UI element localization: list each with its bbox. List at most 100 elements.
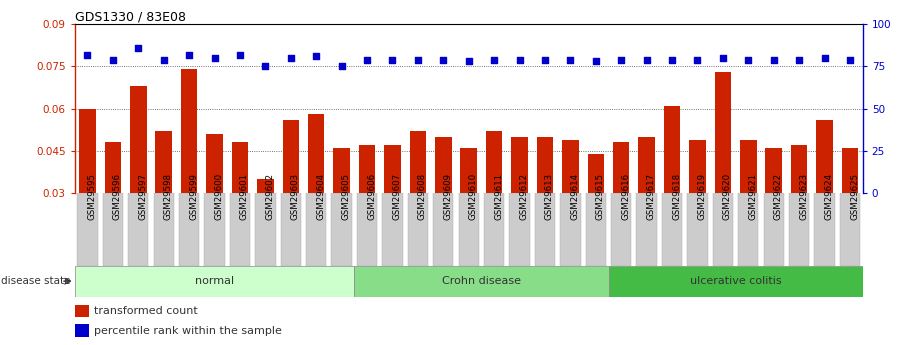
Bar [816, 120, 833, 193]
Bar [763, 193, 783, 266]
Point [80, 52, 95, 57]
Bar [79, 109, 96, 193]
Point [258, 63, 272, 69]
Text: GDS1330 / 83E08: GDS1330 / 83E08 [75, 10, 186, 23]
Point [537, 57, 552, 62]
Text: GSM29620: GSM29620 [723, 173, 732, 220]
Bar [408, 193, 428, 266]
Bar [789, 193, 809, 266]
Bar [791, 145, 807, 193]
Bar [690, 140, 706, 193]
Bar [609, 266, 863, 297]
Point [157, 57, 171, 62]
Text: GSM29599: GSM29599 [189, 174, 198, 220]
Bar [433, 193, 454, 266]
Text: GSM29596: GSM29596 [113, 173, 122, 220]
Text: normal: normal [195, 276, 234, 286]
Bar [765, 148, 782, 193]
Bar [383, 193, 403, 266]
Text: GSM29595: GSM29595 [87, 173, 97, 220]
Bar [509, 193, 529, 266]
Text: GSM29602: GSM29602 [265, 173, 274, 220]
Point [691, 57, 705, 62]
Bar [435, 137, 452, 193]
Bar [410, 131, 426, 193]
Bar [308, 114, 324, 193]
Bar [814, 193, 834, 266]
Text: GSM29601: GSM29601 [240, 173, 249, 220]
Text: GSM29616: GSM29616 [621, 173, 630, 220]
Point [817, 55, 832, 61]
Point [283, 55, 298, 61]
Bar [156, 131, 172, 193]
Bar [486, 131, 502, 193]
Bar [842, 148, 858, 193]
Bar [357, 193, 377, 266]
Bar [687, 193, 708, 266]
Bar [840, 193, 860, 266]
Point [512, 57, 527, 62]
Bar [153, 193, 174, 266]
Text: GSM29613: GSM29613 [545, 173, 554, 220]
Point [486, 57, 501, 62]
Point [207, 55, 221, 61]
Point [334, 63, 349, 69]
Bar [204, 193, 225, 266]
Text: GSM29619: GSM29619 [698, 173, 707, 220]
Text: GSM29597: GSM29597 [138, 173, 148, 220]
Text: GSM29608: GSM29608 [418, 173, 427, 220]
Bar [282, 120, 299, 193]
Bar [179, 193, 200, 266]
Bar [484, 193, 505, 266]
Text: GSM29600: GSM29600 [214, 173, 223, 220]
Text: disease state: disease state [1, 276, 70, 286]
Bar [75, 305, 89, 317]
Text: GSM29610: GSM29610 [468, 173, 477, 220]
Bar [206, 134, 223, 193]
Text: GSM29623: GSM29623 [799, 173, 808, 220]
Point [640, 57, 654, 62]
Bar [714, 72, 732, 193]
Text: GSM29605: GSM29605 [342, 173, 351, 220]
Point [614, 57, 629, 62]
Text: GSM29617: GSM29617 [647, 173, 656, 220]
Bar [460, 148, 477, 193]
Point [792, 57, 806, 62]
Point [182, 52, 197, 57]
Bar [333, 148, 350, 193]
Point [360, 57, 374, 62]
Bar [738, 193, 759, 266]
Point [131, 45, 146, 51]
Bar [560, 193, 580, 266]
Bar [257, 179, 273, 193]
Point [461, 59, 476, 64]
Bar [712, 193, 733, 266]
Bar [537, 137, 553, 193]
Point [843, 57, 857, 62]
Bar [611, 193, 631, 266]
Text: GSM29604: GSM29604 [316, 173, 325, 220]
Point [716, 55, 731, 61]
Text: Crohn disease: Crohn disease [442, 276, 521, 286]
Bar [511, 137, 527, 193]
Bar [230, 193, 251, 266]
Text: GSM29598: GSM29598 [164, 173, 173, 220]
Text: GSM29603: GSM29603 [291, 173, 300, 220]
Text: GSM29607: GSM29607 [393, 173, 402, 220]
Point [309, 53, 323, 59]
Bar [128, 193, 148, 266]
Text: GSM29612: GSM29612 [519, 173, 528, 220]
Bar [586, 193, 606, 266]
Point [766, 57, 781, 62]
Point [106, 57, 120, 62]
Text: transformed count: transformed count [95, 306, 199, 316]
Text: GSM29621: GSM29621 [748, 173, 757, 220]
Point [563, 57, 578, 62]
Text: percentile rank within the sample: percentile rank within the sample [95, 326, 282, 336]
Text: GSM29624: GSM29624 [824, 173, 834, 220]
Bar [613, 142, 630, 193]
Bar [359, 145, 375, 193]
Bar [740, 140, 757, 193]
Bar [639, 137, 655, 193]
Bar [588, 154, 604, 193]
